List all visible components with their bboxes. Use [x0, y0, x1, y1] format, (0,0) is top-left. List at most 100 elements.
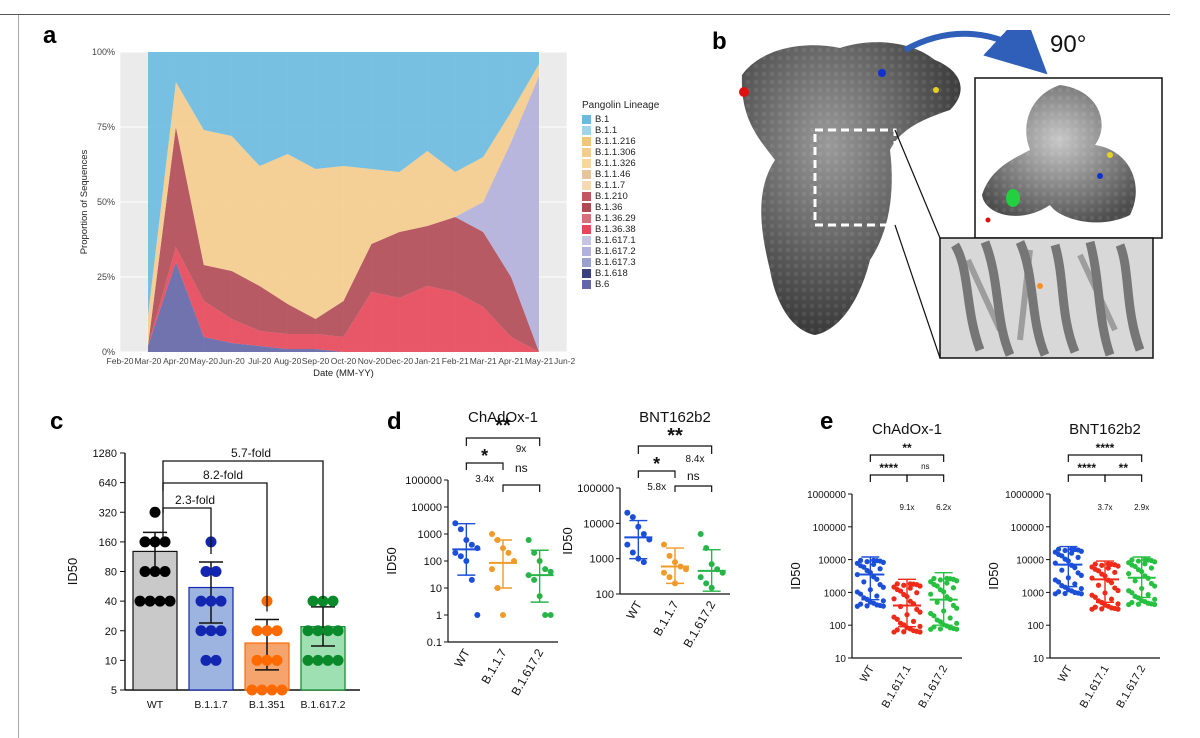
data-point [854, 589, 860, 595]
data-point [914, 590, 920, 596]
legend-item: B.1.617.3 [582, 257, 659, 268]
data-point [917, 623, 923, 630]
data-point [205, 625, 217, 637]
x-tick-label: Jun-20 [219, 356, 245, 366]
data-point [894, 586, 900, 593]
x-tick-label: B.1.617.2 [1114, 664, 1148, 711]
significance-label: **** [1077, 461, 1096, 475]
data-point [703, 580, 710, 587]
data-point [1135, 601, 1142, 607]
legend-label: B.1.1.326 [595, 158, 636, 169]
x-tick-label: WT [147, 699, 164, 711]
data-point [1055, 546, 1062, 552]
x-tick-label: Feb-20 [107, 356, 134, 366]
data-point [1145, 600, 1151, 606]
data-point [468, 576, 475, 583]
data-point [149, 566, 161, 577]
x-tick-label: B.1.617.2 [301, 699, 346, 711]
header-rule [0, 14, 1170, 15]
legend-item: B.1.1.7 [582, 180, 659, 191]
data-point [159, 566, 171, 577]
y-tick-label: 20 [105, 626, 117, 638]
significance-label: ** [902, 441, 912, 455]
legend-swatch [582, 269, 591, 278]
significance-bracket [906, 474, 945, 482]
legend-label: B.1.1.7 [595, 180, 626, 191]
y-tick-label: 10000 [411, 502, 442, 514]
significance-bracket [162, 460, 324, 599]
data-point [457, 553, 464, 560]
data-point [271, 654, 283, 666]
legend-label: B.1.1.306 [595, 147, 636, 158]
data-point [864, 559, 870, 565]
data-point [195, 595, 207, 607]
data-point [525, 536, 532, 543]
data-point [901, 629, 907, 635]
chart-title: ChAdOx-1 [872, 421, 942, 438]
data-point [542, 612, 549, 618]
panel-label-e: e [820, 408, 834, 435]
y-tick-label: 1280 [93, 448, 117, 460]
data-point [1075, 570, 1081, 576]
legend-label: B.1.1.216 [595, 136, 636, 147]
significance-label: ** [667, 425, 683, 447]
data-point [1135, 558, 1142, 564]
data-point [215, 595, 227, 607]
legend-swatch [582, 280, 591, 289]
data-point [1115, 606, 1121, 612]
data-point [880, 598, 886, 604]
data-point [917, 629, 923, 635]
x-tick-label: B.1.617.1 [880, 664, 914, 711]
data-point [640, 530, 647, 537]
spike-structure-figure: 90° [739, 30, 1163, 359]
panel-label-c: c [50, 408, 64, 435]
legend-swatch [582, 126, 591, 135]
data-point [1145, 592, 1151, 598]
data-point [1129, 562, 1135, 568]
y-tick-label: 0.1 [427, 637, 442, 649]
data-point [947, 576, 953, 582]
y-tick-label: 10 [835, 654, 847, 665]
data-point [271, 625, 283, 637]
data-point [547, 568, 554, 575]
data-point [1062, 547, 1068, 554]
y-tick-label: 1000000 [1005, 490, 1044, 501]
data-point [914, 606, 920, 612]
legend-swatch [582, 170, 591, 179]
data-point [139, 536, 151, 548]
data-point [937, 577, 944, 583]
y-tick-label: 100 [596, 589, 614, 601]
area-series [147, 127, 540, 352]
legend-label: B.1.210 [595, 191, 628, 202]
zoom-inset [894, 129, 1154, 359]
data-point [312, 654, 324, 666]
legend-item: B.1.617.1 [582, 235, 659, 246]
legend-label: B.1.1.46 [595, 169, 631, 180]
significance-bracket [1067, 474, 1106, 482]
data-point [947, 615, 953, 621]
data-point [164, 595, 176, 607]
margin-rule [18, 15, 19, 738]
data-point [474, 612, 481, 618]
legend-swatch [582, 192, 591, 201]
y-tick-label: 1000000 [807, 490, 846, 501]
y-tick-label: 100000 [577, 483, 614, 495]
x-tick-label: B.1.351 [249, 699, 285, 711]
legend-swatch [582, 148, 591, 157]
x-tick-label: B.1.617.2 [680, 598, 718, 650]
chart-title: BNT162b2 [639, 409, 711, 426]
x-tick-label: May-21 [525, 356, 554, 366]
x-tick-label: Apr-20 [163, 356, 189, 366]
significance-bracket [162, 482, 268, 612]
legend-item: B.1 [582, 114, 659, 125]
x-tick-label: B.1.1.7 [194, 699, 227, 711]
legend-item: B.1.617.2 [582, 246, 659, 257]
data-point [894, 627, 900, 633]
data-point [897, 620, 904, 626]
data-point [870, 561, 877, 568]
data-point [500, 612, 506, 618]
data-point [1132, 578, 1138, 584]
legend-item: B.1.210 [582, 191, 659, 202]
data-point [661, 541, 667, 548]
data-point [937, 587, 944, 593]
